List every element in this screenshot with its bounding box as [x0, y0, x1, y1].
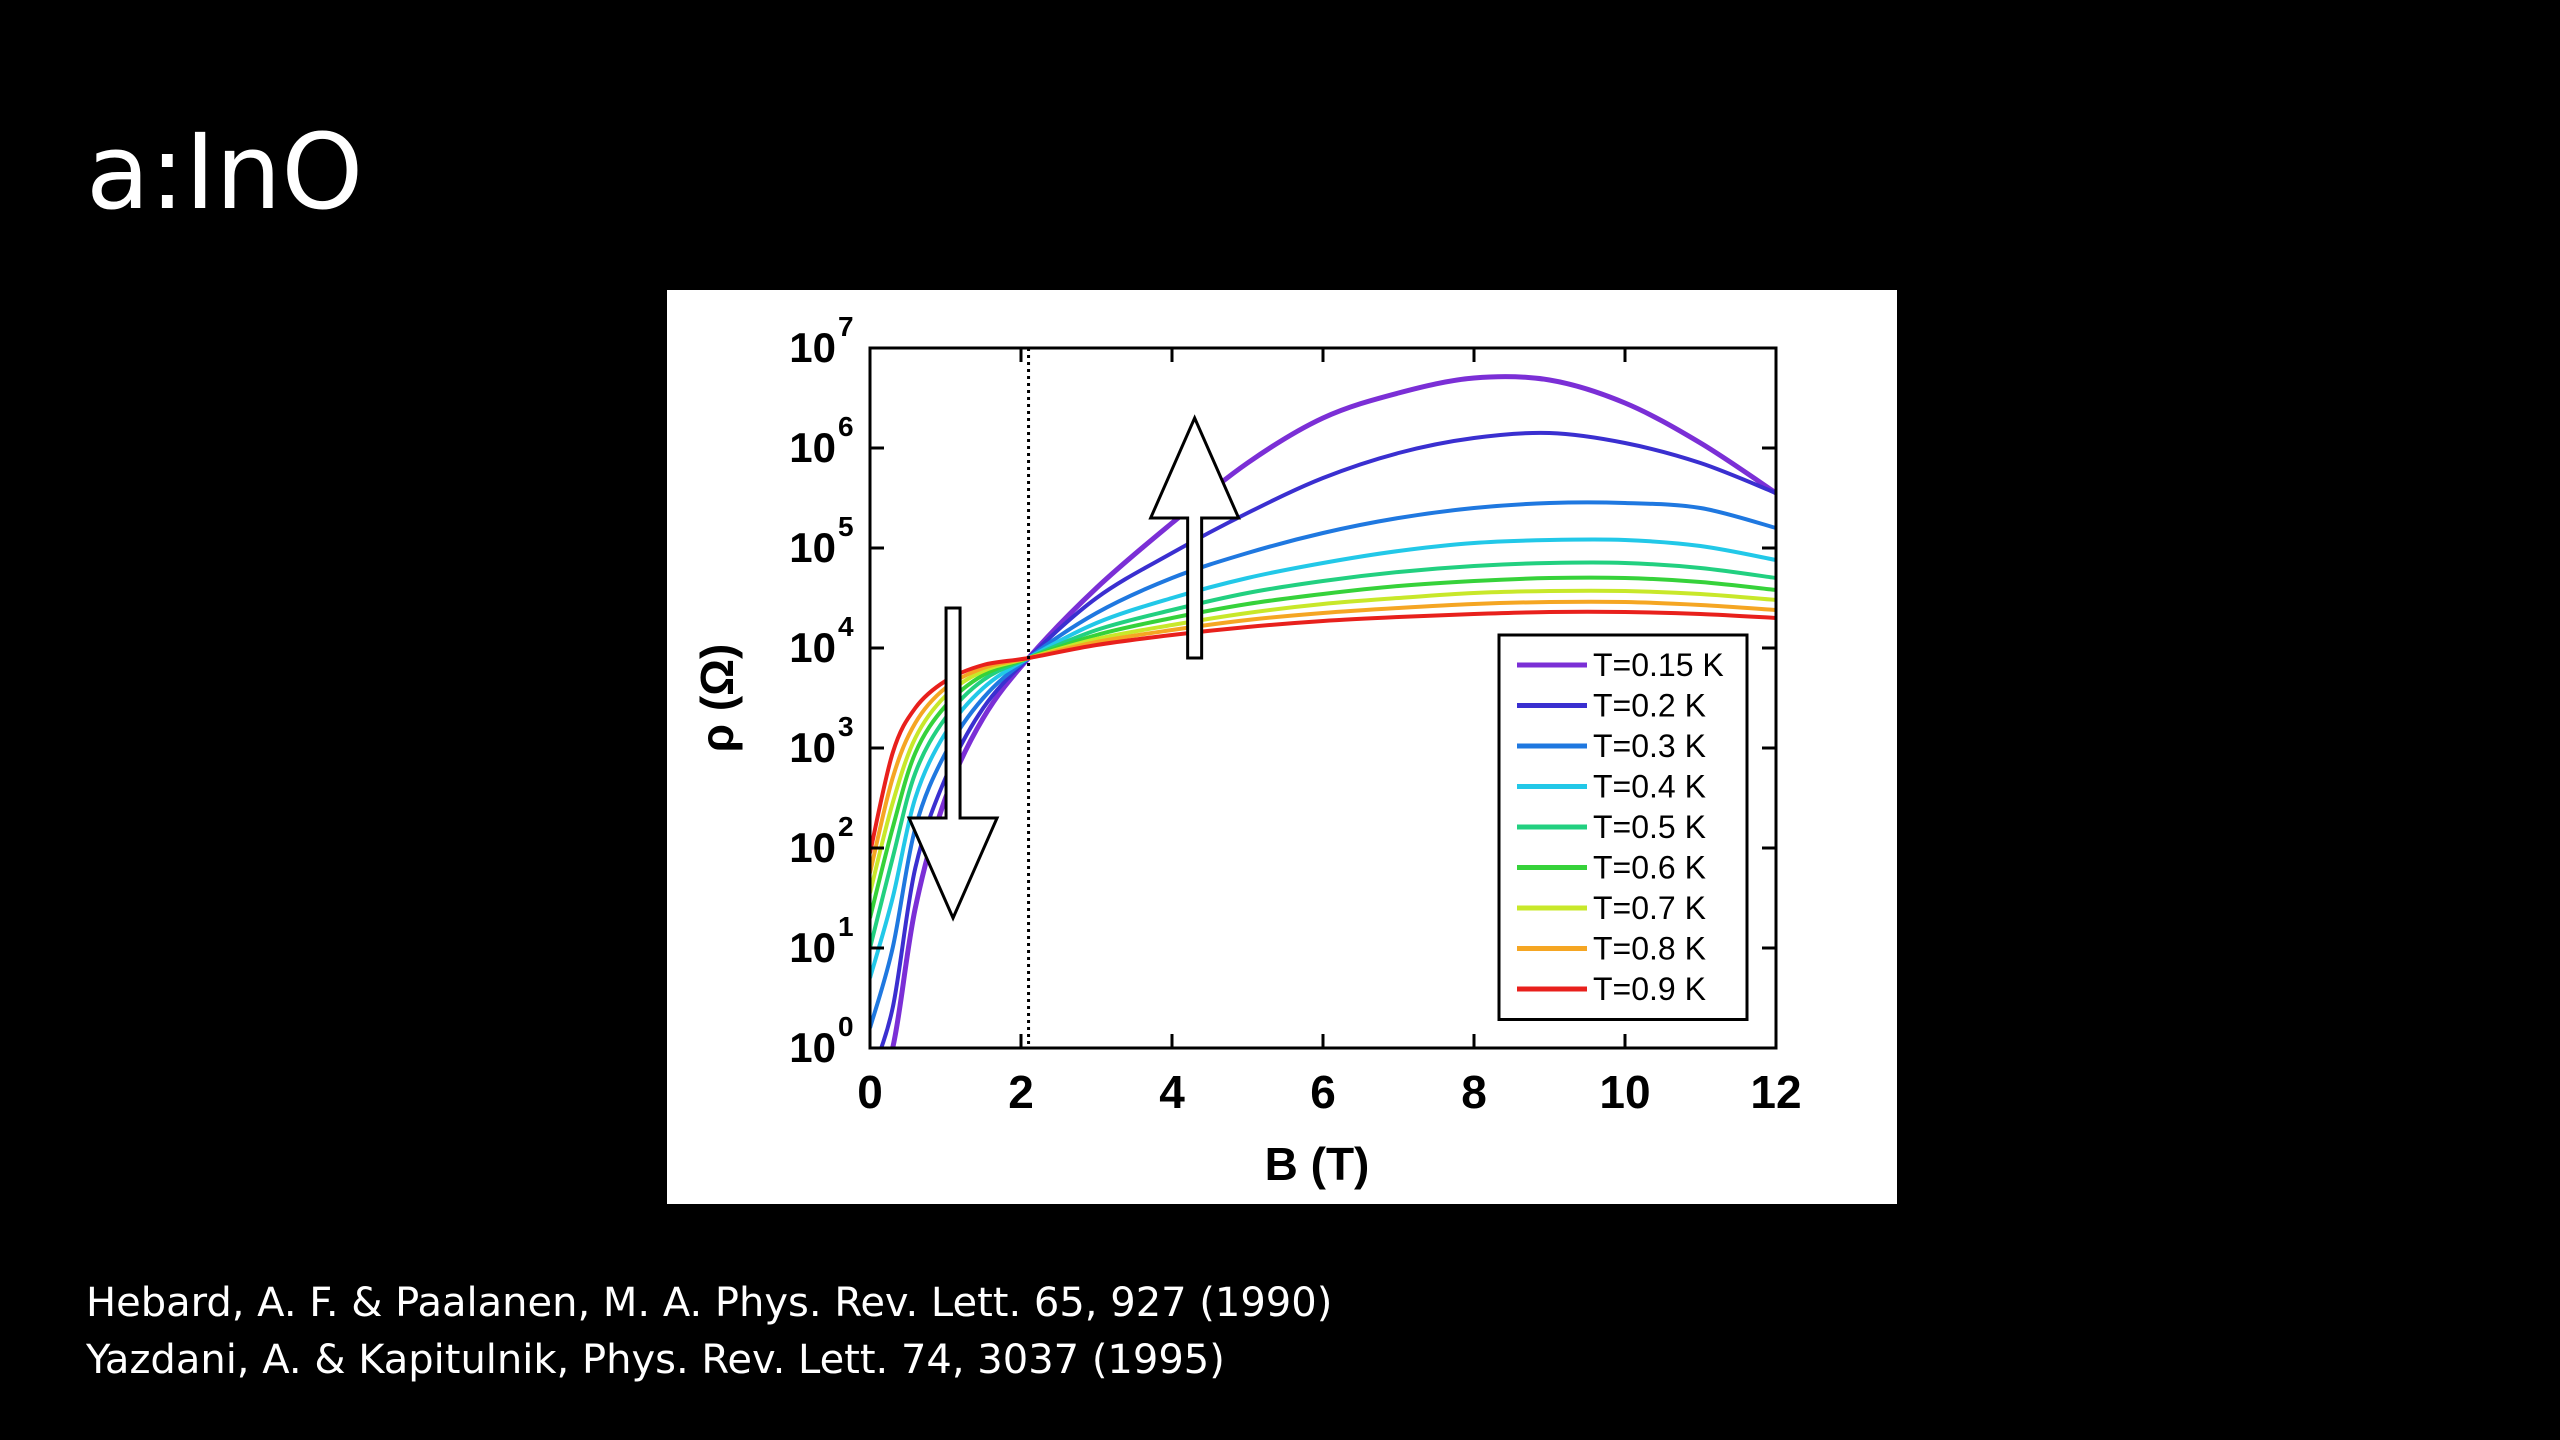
y-tick-label-exponent: 7	[838, 311, 854, 342]
y-tick-label-base: 10	[789, 424, 836, 471]
series-line-8	[870, 599, 1776, 874]
legend: T=0.15 K T=0.2 K T=0.3 K T=0.4 K T=0.5 K T=0.…	[1497, 633, 1749, 1021]
y-tick-label-base: 10	[789, 924, 836, 971]
slide-title: a:InO	[86, 111, 364, 233]
y-tick-label-base: 10	[789, 824, 836, 871]
legend-entry-label: T=0.4 K	[1593, 769, 1706, 805]
y-tick-label-exponent: 3	[838, 711, 854, 742]
y-tick-label-exponent: 0	[838, 1011, 854, 1042]
series-line-4	[870, 537, 1776, 979]
y-tick-label-exponent: 5	[838, 511, 854, 542]
series-line-6	[870, 575, 1776, 919]
x-tick-label: 8	[1461, 1066, 1487, 1118]
series-line-9	[870, 609, 1776, 854]
legend-entry-label: T=0.3 K	[1593, 728, 1706, 764]
legend-entry-label: T=0.6 K	[1593, 850, 1706, 886]
series-line-3	[870, 500, 1776, 1029]
y-tick-label-exponent: 4	[838, 611, 854, 642]
legend-entry-label: T=0.15 K	[1593, 647, 1724, 683]
y-tick-label-base: 10	[789, 324, 836, 371]
reference-1: Hebard, A. F. & Paalanen, M. A. Phys. Re…	[86, 1280, 1333, 1326]
y-axis-label: ρ (Ω)	[691, 644, 743, 753]
arrow-layer	[906, 414, 1241, 922]
legend-entry-label: T=0.7 K	[1593, 890, 1706, 926]
x-tick-label: 10	[1599, 1066, 1650, 1118]
legend-entry-label: T=0.5 K	[1593, 809, 1706, 845]
x-tick-label: 0	[857, 1066, 883, 1118]
legend-entry-label: T=0.9 K	[1593, 971, 1706, 1007]
y-tick-label-exponent: 2	[838, 811, 854, 842]
x-tick-label: 4	[1159, 1066, 1185, 1118]
y-tick-label-base: 10	[789, 624, 836, 671]
x-axis-label: B (T)	[1265, 1138, 1370, 1190]
arrow-down	[906, 606, 1000, 922]
y-tick-label-base: 10	[789, 524, 836, 571]
x-tick-label: 12	[1750, 1066, 1801, 1118]
y-tick-label-base: 10	[789, 724, 836, 771]
reference-2: Yazdani, A. & Kapitulnik, Phys. Rev. Let…	[86, 1337, 1225, 1383]
figure-panel: 0 2 4 6 8 10 12 10 0 10 1 10 2 10 3 10 4 10 5 10 6 10 7 T=0.15…	[667, 290, 1897, 1204]
y-tick-label-base: 10	[789, 1024, 836, 1071]
arrow-up	[1148, 414, 1241, 660]
x-tick-label: 2	[1008, 1066, 1034, 1118]
y-tick-label-exponent: 6	[838, 411, 854, 442]
series-line-7	[870, 588, 1776, 894]
legend-entry-label: T=0.8 K	[1593, 931, 1706, 967]
series-line-5	[870, 560, 1776, 949]
references: Hebard, A. F. & Paalanen, M. A. Phys. Re…	[86, 1275, 1332, 1389]
legend-entry-label: T=0.2 K	[1593, 688, 1706, 724]
y-tick-label-exponent: 1	[838, 911, 854, 942]
x-tick-label: 6	[1310, 1066, 1336, 1118]
